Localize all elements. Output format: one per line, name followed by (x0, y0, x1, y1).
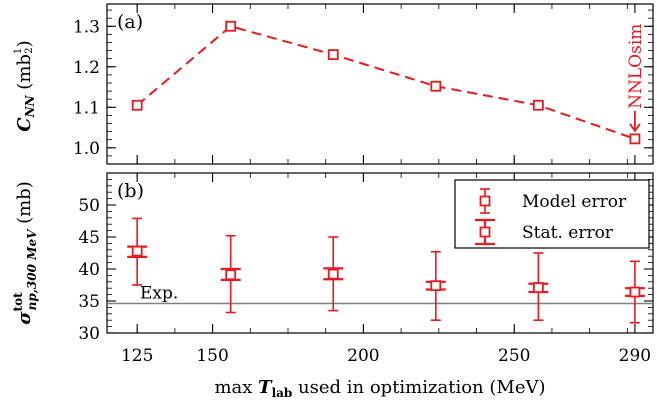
legend-model-error: Model error (522, 192, 627, 212)
y-tick-label: 50 (78, 196, 100, 216)
y-unit-close: ) (14, 40, 35, 47)
series-a-line (136, 25, 636, 140)
series-a-point (430, 80, 442, 92)
panel-a-y-label: CNN (mb12) (13, 40, 37, 131)
y-tick-label: 1.3 (73, 17, 100, 37)
x-tick-label: 125 (121, 346, 153, 366)
experimental-label: Exp. (140, 284, 178, 304)
y-symbol: σ (14, 311, 35, 325)
series-b-point (430, 280, 442, 292)
legend-stat-error: Stat. error (522, 223, 614, 243)
y-superscript: tot (11, 292, 25, 312)
series-a-point (225, 20, 237, 32)
y-unit: (mb (14, 54, 35, 95)
panel-a-ticks: 1.0 1.1 1.2 1.3 (73, 4, 653, 165)
x-tick-label: 150 (196, 346, 228, 366)
series-b-point (131, 245, 143, 257)
series-b-point (629, 286, 641, 298)
series-b-point (225, 269, 237, 281)
series-b-point (327, 268, 339, 280)
x-label-prefix: max (214, 377, 258, 398)
legend-model-error-marker (479, 188, 491, 214)
y-unit-num: 1 (13, 48, 24, 54)
series-b-point (532, 282, 544, 293)
series-a-point (131, 99, 143, 111)
panel-b-y-label: σtotnp,300 MeV (mb) (11, 181, 39, 324)
legend-point (479, 195, 491, 207)
y-unit-den: 2 (24, 47, 35, 53)
nnlosim-arrow (629, 110, 641, 133)
y-subscript: np,300 MeV (25, 228, 39, 310)
legend-stat-error-marker (475, 218, 495, 246)
y-tick-label: 30 (78, 324, 100, 344)
x-tick-label: 200 (347, 346, 379, 366)
y-tick-label: 40 (78, 260, 100, 280)
series-a-point (327, 49, 339, 61)
x-tick-label: 290 (619, 346, 651, 366)
y-tick-label: 1.0 (73, 139, 100, 159)
panel-a-label: (a) (117, 11, 143, 33)
panel-b-series (127, 217, 645, 324)
y-symbol: C (14, 117, 35, 132)
x-label-symbol: T (258, 377, 273, 398)
x-axis-tick-labels: 125 150 200 250 290 (121, 346, 651, 366)
x-label-subscript: lab (272, 386, 293, 400)
panel-a: 1.0 1.1 1.2 1.3 (a) NNLOsim CNN (mb12) (13, 3, 654, 165)
y-tick-label: 45 (78, 228, 100, 248)
nnlosim-annotation: NNLOsim (626, 24, 646, 109)
y-tick-label: 35 (78, 292, 100, 312)
y-tick-label: 1.1 (73, 98, 100, 118)
y-unit: (mb) (14, 181, 35, 229)
legend-point (479, 226, 491, 238)
series-a-point (629, 133, 641, 145)
legend: Model error Stat. error (454, 179, 650, 249)
panel-b-frame (106, 172, 654, 334)
x-label-suffix: used in optimization (MeV) (292, 377, 545, 398)
panel-a-series (131, 20, 641, 145)
y-subscript: NN (23, 94, 37, 118)
y-tick-label: 1.2 (73, 58, 100, 78)
panel-b: 30 35 40 45 50 Exp. (b) Model error Stat. er… (11, 172, 654, 344)
x-axis-label: max Tlab used in optimization (MeV) (214, 377, 545, 400)
panel-b-label: (b) (117, 180, 144, 202)
panel-a-frame (106, 3, 654, 165)
x-tick-label: 250 (498, 346, 530, 366)
series-a-point (532, 99, 544, 111)
arrow-head (629, 123, 641, 133)
